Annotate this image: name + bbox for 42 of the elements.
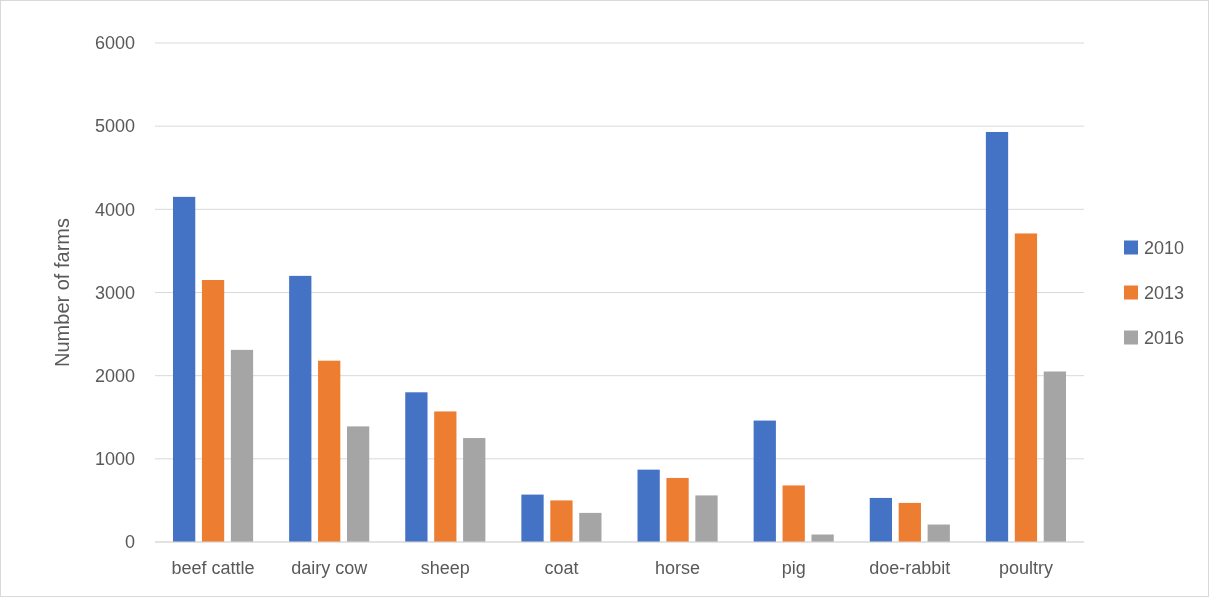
bar: [201, 280, 225, 542]
bar: [405, 392, 428, 542]
legend-label: 2010: [1144, 237, 1185, 258]
bar: [1014, 233, 1038, 542]
bar: [550, 500, 573, 542]
bar: [782, 485, 805, 542]
x-tick-label: coat: [544, 558, 579, 578]
bar: [637, 469, 660, 542]
bar: [173, 196, 196, 542]
bar: [434, 411, 457, 542]
x-tick-label: pig: [781, 558, 806, 578]
y-axis-title: Number of farms: [51, 218, 73, 367]
bar: [521, 494, 544, 542]
bar: [1043, 371, 1066, 542]
x-tick-label: doe-rabbit: [869, 558, 951, 578]
bar: [230, 349, 254, 542]
bar: [666, 477, 689, 542]
y-tick-label: 6000: [94, 33, 135, 54]
y-tick-label: 2000: [94, 365, 135, 386]
bar: [346, 426, 370, 542]
bar: [463, 438, 486, 542]
y-tick-label: 3000: [94, 282, 135, 303]
y-tick-label: 5000: [94, 116, 135, 137]
legend-label: 2013: [1144, 282, 1185, 303]
bar: [869, 497, 893, 542]
y-tick-label: 4000: [94, 199, 135, 220]
bar: [898, 502, 921, 542]
y-tick-label: 0: [124, 532, 135, 553]
bar: [318, 360, 341, 542]
x-tick-label: dairy cow: [291, 558, 369, 578]
legend-label: 2016: [1144, 327, 1185, 348]
bar: [289, 275, 312, 542]
bar: [985, 131, 1009, 542]
bar: [695, 495, 718, 542]
x-tick-label: sheep: [420, 558, 470, 578]
y-tick-label: 1000: [94, 449, 135, 470]
x-tick-label: beef cattle: [171, 558, 255, 578]
bar: [927, 524, 950, 542]
x-tick-label: horse: [655, 558, 701, 578]
x-tick-label: poultry: [998, 558, 1053, 578]
bar: [579, 512, 602, 542]
bar: [753, 420, 776, 542]
